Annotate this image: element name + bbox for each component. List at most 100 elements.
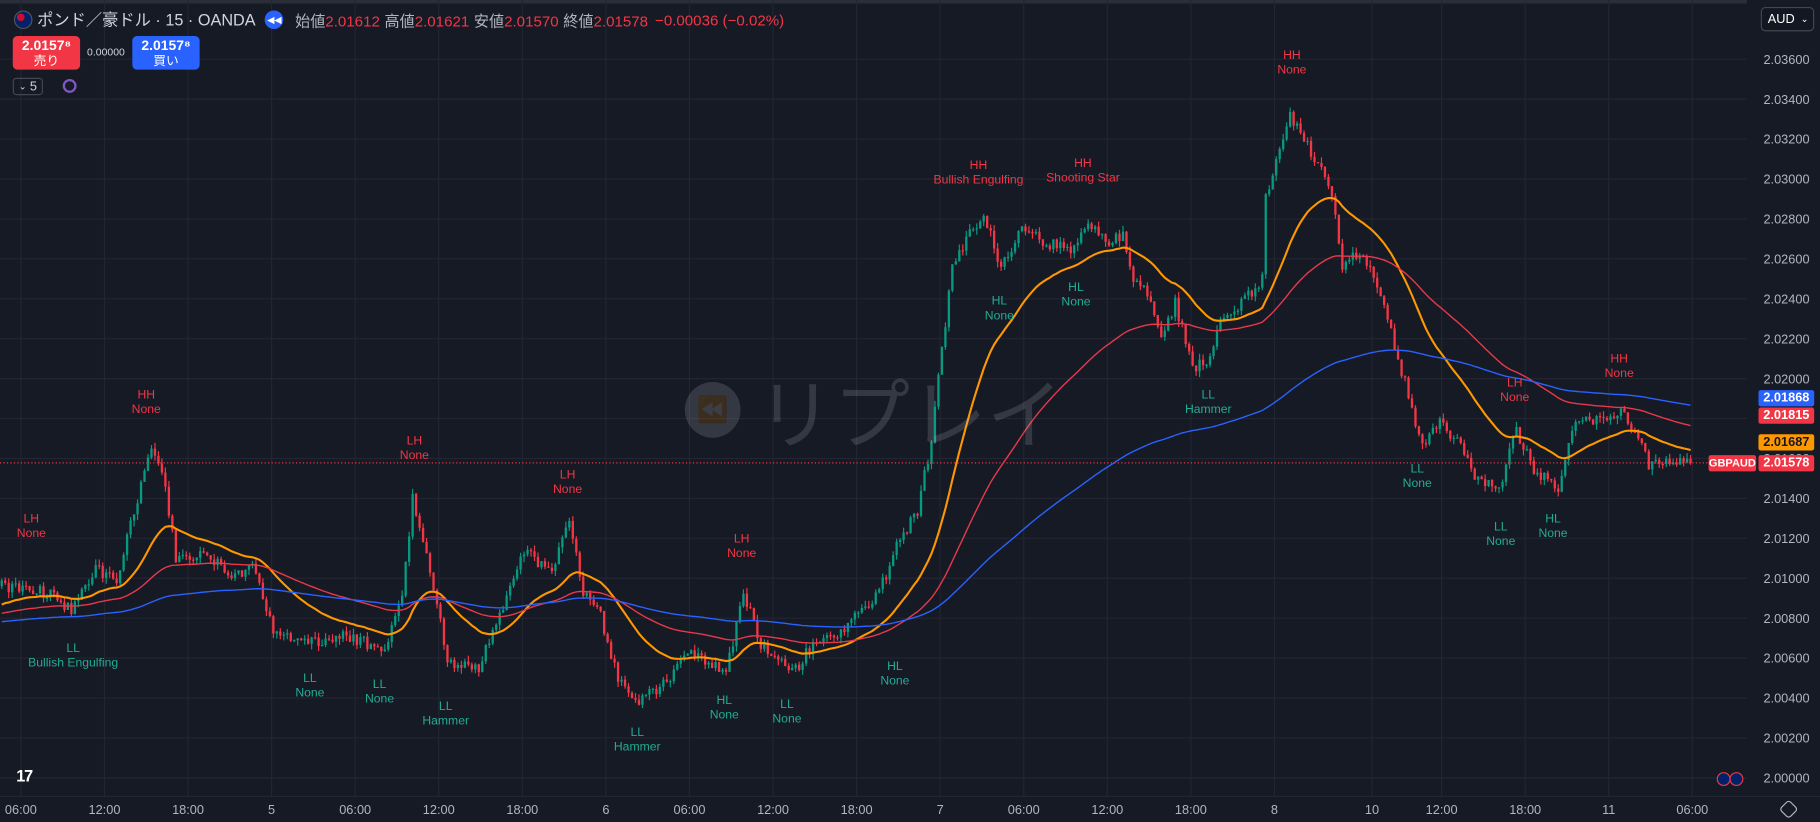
candle-body xyxy=(1177,297,1180,322)
candle-body xyxy=(428,553,432,573)
candle-body xyxy=(1299,123,1302,133)
replay-mode-icon[interactable]: ◀◀ xyxy=(264,10,284,30)
candle-body xyxy=(49,589,52,598)
time-tick-label: 18:00 xyxy=(506,802,538,817)
candle-body xyxy=(1093,226,1097,230)
candle-body xyxy=(129,520,132,535)
candle-body xyxy=(756,620,759,639)
candle-body xyxy=(1501,482,1504,488)
sell-button[interactable]: 2.0157⁸ 売り xyxy=(12,35,81,70)
candle-body xyxy=(1142,285,1146,287)
candle-body xyxy=(421,527,425,542)
candle-body xyxy=(721,669,724,672)
candle-body xyxy=(1637,431,1640,439)
candle-body xyxy=(940,347,944,375)
candle-body xyxy=(1421,434,1424,444)
ohlc-key: 安値 xyxy=(473,12,505,30)
candle-body xyxy=(1020,226,1024,232)
candle-body xyxy=(1222,317,1226,320)
candle-body xyxy=(515,569,519,579)
symbol-title[interactable]: ポンド／豪ドル · 15 · OANDA xyxy=(37,10,256,30)
candle-body xyxy=(951,264,954,291)
candle-body xyxy=(282,634,285,636)
candle-body xyxy=(369,644,373,649)
swing-label: LL xyxy=(1494,519,1508,533)
candle-body xyxy=(839,629,843,638)
candle-body xyxy=(648,689,651,695)
candle-body xyxy=(1557,488,1560,492)
pattern-label: Bullish Engulfing xyxy=(933,173,1023,187)
candle-body xyxy=(178,556,181,563)
swing-label: LL xyxy=(439,699,453,713)
candle-body xyxy=(484,645,487,662)
candle-body xyxy=(571,520,574,539)
candle-body xyxy=(550,567,554,571)
candle-body xyxy=(132,514,136,521)
pattern-label: None xyxy=(1277,63,1306,77)
candle-body xyxy=(989,228,992,231)
candle-body xyxy=(1452,437,1455,439)
candle-body xyxy=(1285,126,1288,140)
candle-body xyxy=(791,668,794,671)
candle-body xyxy=(181,554,184,557)
candle-body xyxy=(1278,148,1281,160)
candle-body xyxy=(616,662,620,682)
candle-body xyxy=(1010,251,1013,257)
candle-body xyxy=(174,529,178,563)
candle-body xyxy=(982,216,985,222)
ma-slow-price-tag: 2.01868 xyxy=(1758,390,1815,407)
candle-body xyxy=(1066,246,1069,249)
candle-body xyxy=(947,290,951,328)
candle-body xyxy=(307,638,310,644)
price-tick-label: 2.02400 xyxy=(1763,291,1809,306)
sync-icon[interactable] xyxy=(62,78,77,93)
candle-body xyxy=(745,593,749,607)
candle-body xyxy=(1229,314,1233,316)
candle-body xyxy=(1668,458,1671,465)
candle-body xyxy=(1184,323,1187,345)
candle-body xyxy=(1327,176,1330,187)
candle-body xyxy=(923,470,926,491)
candle-body xyxy=(1114,233,1118,244)
candle-body xyxy=(1525,449,1529,451)
candle-body xyxy=(418,515,421,528)
candle-body xyxy=(1288,111,1292,127)
candle-body xyxy=(965,236,968,251)
candle-body xyxy=(1682,458,1685,463)
candle-body xyxy=(143,470,146,482)
candle-body xyxy=(822,638,825,642)
currency-select[interactable]: AUD ⌄ xyxy=(1760,6,1815,32)
candle-body xyxy=(1268,189,1271,195)
tradingview-logo[interactable]: 17 xyxy=(16,766,33,785)
candle-body xyxy=(522,554,526,557)
spread-value: 0.00000 xyxy=(87,46,125,59)
candle-body xyxy=(1369,265,1372,267)
candle-body xyxy=(1323,166,1327,177)
candle-body xyxy=(540,561,543,568)
candle-body xyxy=(1240,298,1243,311)
pattern-label: Bullish Engulfing xyxy=(28,656,118,670)
candle-body xyxy=(146,457,150,471)
candle-body xyxy=(1442,418,1445,423)
candle-body xyxy=(1403,376,1407,378)
candle-body xyxy=(230,575,233,579)
swing-label: LL xyxy=(1410,461,1424,475)
candle-body xyxy=(1546,472,1549,479)
economic-event-icon[interactable] xyxy=(1729,772,1744,787)
time-tick-label: 18:00 xyxy=(841,802,873,817)
candle-body xyxy=(463,661,467,668)
candle-body xyxy=(1665,458,1668,465)
candle-body xyxy=(655,688,658,695)
swing-label: HH xyxy=(1610,352,1628,366)
candle-body xyxy=(1672,462,1675,465)
candle-body xyxy=(1027,231,1031,233)
candle-body xyxy=(749,606,752,609)
indicators-toggle[interactable]: ⌄ 5 xyxy=(12,77,43,96)
candle-body xyxy=(797,664,801,670)
swing-label: LL xyxy=(630,725,644,739)
buy-button[interactable]: 2.0157⁸ 買い xyxy=(132,35,200,70)
candle-body xyxy=(115,578,118,584)
candle-body xyxy=(401,595,404,606)
swing-label: LL xyxy=(303,671,317,685)
